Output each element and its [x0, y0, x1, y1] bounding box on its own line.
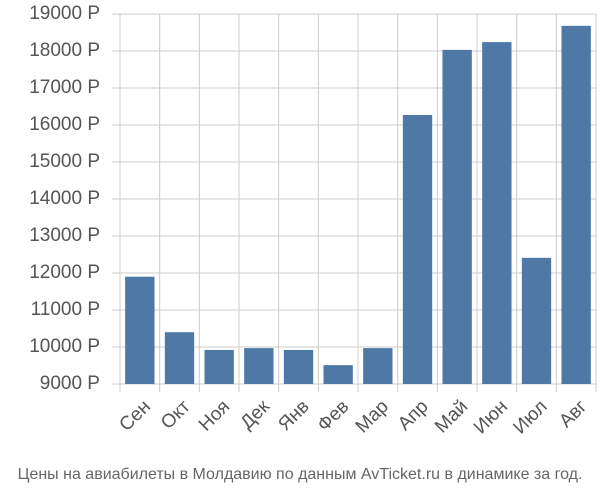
y-tick-label: 10000 Р: [29, 336, 100, 357]
y-tick-label: 16000 Р: [29, 114, 100, 135]
bar: [482, 42, 512, 385]
x-tick-label: Дек: [237, 396, 275, 434]
chart-caption: Цены на авиабилеты в Молдавию по данным …: [18, 466, 583, 483]
x-tick-label: Июн: [470, 396, 512, 438]
bar: [561, 25, 591, 385]
y-tick-label: 9000 Р: [40, 373, 100, 394]
y-tick-label: 15000 Р: [29, 151, 100, 172]
bar: [164, 332, 195, 384]
y-tick-label: 11000 Р: [31, 299, 100, 320]
bar: [244, 348, 274, 384]
x-tick-label: Апр: [394, 396, 433, 435]
x-tick-label: Июл: [509, 396, 551, 438]
y-tick-label: 19000 Р: [29, 3, 100, 24]
y-tick-label: 12000 Р: [29, 262, 100, 283]
y-tick-label: 17000 Р: [29, 77, 100, 98]
x-tick-label: Ноя: [195, 396, 234, 435]
bar: [363, 348, 393, 384]
x-tick-label: Авг: [555, 396, 591, 432]
bar: [323, 365, 353, 384]
bar: [442, 49, 472, 384]
x-tick-label: Янв: [274, 396, 313, 435]
x-tick-label: Фев: [314, 396, 354, 436]
x-tick-label: Окт: [157, 396, 195, 434]
bar: [283, 349, 314, 384]
x-tick-label: Сен: [115, 396, 154, 435]
bar: [204, 349, 234, 384]
bar: [402, 115, 433, 384]
y-tick-label: 14000 Р: [29, 188, 100, 209]
y-tick-label: 18000 Р: [29, 40, 100, 61]
bar: [521, 257, 552, 384]
bar: [125, 276, 155, 384]
x-tick-label: Май: [431, 396, 472, 437]
y-tick-label: 13000 Р: [29, 225, 100, 246]
x-tick-label: Мар: [352, 396, 393, 437]
